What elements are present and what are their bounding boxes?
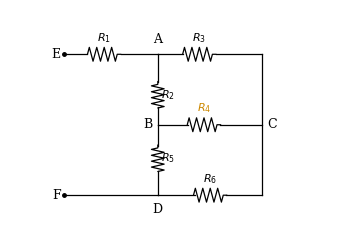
Text: $R_{5}$: $R_{5}$ <box>161 151 175 165</box>
Text: $R_{2}$: $R_{2}$ <box>161 88 175 102</box>
Text: C: C <box>267 118 277 131</box>
Text: $R_{1}$: $R_{1}$ <box>97 31 111 45</box>
Text: E: E <box>51 48 61 61</box>
Text: D: D <box>153 203 163 216</box>
Text: $R_{3}$: $R_{3}$ <box>192 31 206 45</box>
Text: B: B <box>144 118 153 131</box>
Text: A: A <box>153 33 162 46</box>
Text: $R_{4}$: $R_{4}$ <box>197 101 211 115</box>
Text: F: F <box>52 189 61 202</box>
Text: $R_{6}$: $R_{6}$ <box>203 172 217 186</box>
